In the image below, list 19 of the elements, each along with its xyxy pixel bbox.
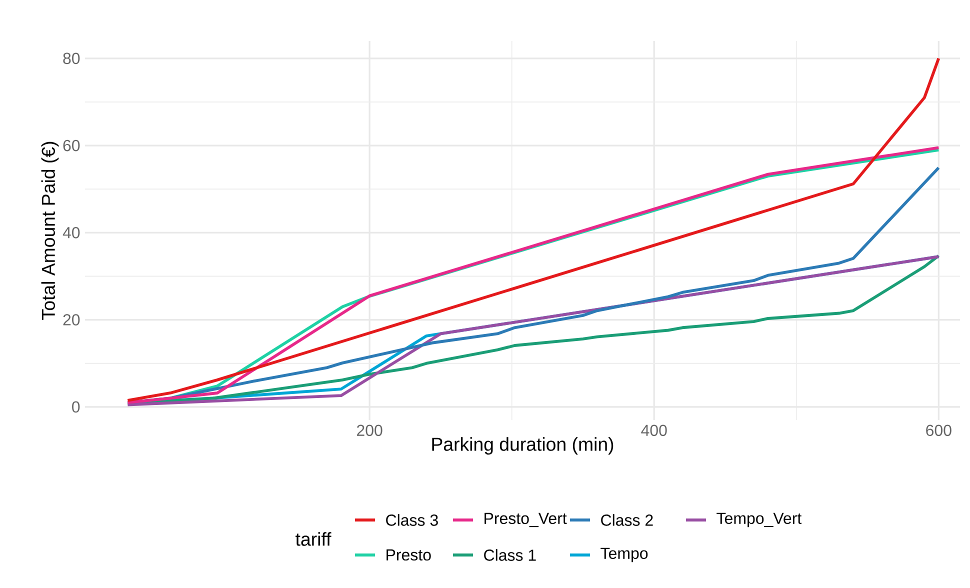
legend-label: Presto_Vert	[484, 512, 567, 528]
legend-label: Class 2	[601, 514, 653, 526]
legend-label: Class 1	[484, 549, 536, 561]
x-tick-label: 600	[926, 424, 952, 436]
legend-label: Presto	[386, 549, 431, 561]
y-tick-label: 20	[63, 314, 80, 326]
y-tick-label: 40	[62, 227, 80, 238]
y-axis-title: Total Amount Paid (€)	[41, 142, 59, 320]
x-axis-title: Parking duration (min)	[432, 437, 614, 455]
line-series	[126, 56, 940, 402]
legend-label: Class 3	[386, 514, 438, 526]
x-tick-label: 200	[357, 424, 382, 436]
x-tick-label: 400	[641, 424, 667, 436]
legend-title: tariff	[296, 532, 332, 546]
y-tick-label: 0	[72, 401, 80, 413]
legend-label: Tempo_Vert	[716, 512, 802, 528]
legend-label: Tempo	[600, 548, 648, 562]
y-tick-label: 80	[63, 52, 80, 64]
y-tick-label: 60	[63, 140, 80, 152]
